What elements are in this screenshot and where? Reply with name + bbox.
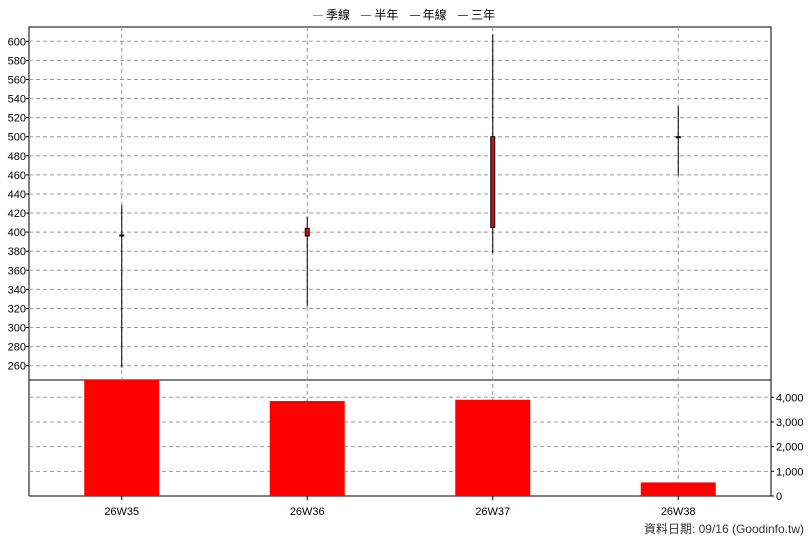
price-tick-label: 400 [8,227,26,239]
category-tick-label: 26W36 [290,506,325,518]
candle-body [304,227,310,237]
legend-label-year: 年線 [422,8,447,22]
legend-label-three-year: 三年 [471,8,496,22]
price-tick-label: 560 [8,74,26,86]
legend-label-quarter: 季線 [325,8,350,22]
price-tick-label: 360 [8,265,26,277]
category-tick-label: 26W37 [475,506,510,518]
price-tick-label: 500 [8,132,26,144]
category-tick-label: 26W38 [661,506,696,518]
volume-tick-label: 1,000 [776,466,804,478]
price-tick-label: 260 [8,361,26,373]
price-tick-label: 600 [8,36,26,48]
legend-swatch-year [409,15,420,17]
legend-item-three-year: 三年 [458,6,495,23]
legend-item-quarter: 季線 [312,6,350,23]
legend-swatch-half-year [361,15,372,17]
price-tick-label: 440 [8,189,26,201]
chart-legend: 季線 半年 年線 三年 [0,6,808,23]
price-plot-frame [28,26,772,381]
price-tick-label: 540 [8,94,26,106]
price-tick-label: 420 [8,208,26,220]
candle-body [675,136,681,139]
volume-tick-label: 2,000 [776,442,804,454]
legend-label-half-year: 半年 [374,8,399,22]
volume-bar [640,482,716,496]
price-tick-label: 380 [8,246,26,258]
candle-body [119,234,125,237]
legend-swatch-three-year [458,15,469,17]
volume-bar [269,400,345,496]
price-tick-label: 340 [8,284,26,296]
price-tick-label: 580 [8,55,26,67]
price-tick-label: 480 [8,151,26,163]
source-note: 資料日期: 09/16 (Goodinfo.tw) [643,522,804,536]
price-tick-label: 280 [8,342,26,354]
legend-swatch-quarter [312,15,323,17]
price-tick-label: 300 [8,323,26,335]
volume-tick-label: 4,000 [776,392,804,404]
volume-bar [455,399,531,496]
volume-bar [84,380,160,496]
volume-tick-label: 3,000 [776,417,804,429]
price-tick-label: 520 [8,113,26,125]
legend-item-half-year: 半年 [361,6,398,23]
category-tick-label: 26W35 [104,506,139,518]
price-tick-label: 460 [8,170,26,182]
legend-item-year: 年線 [409,6,447,23]
candle-body [490,136,496,228]
price-tick-label: 320 [8,303,26,315]
volume-tick-label: 0 [776,491,782,503]
